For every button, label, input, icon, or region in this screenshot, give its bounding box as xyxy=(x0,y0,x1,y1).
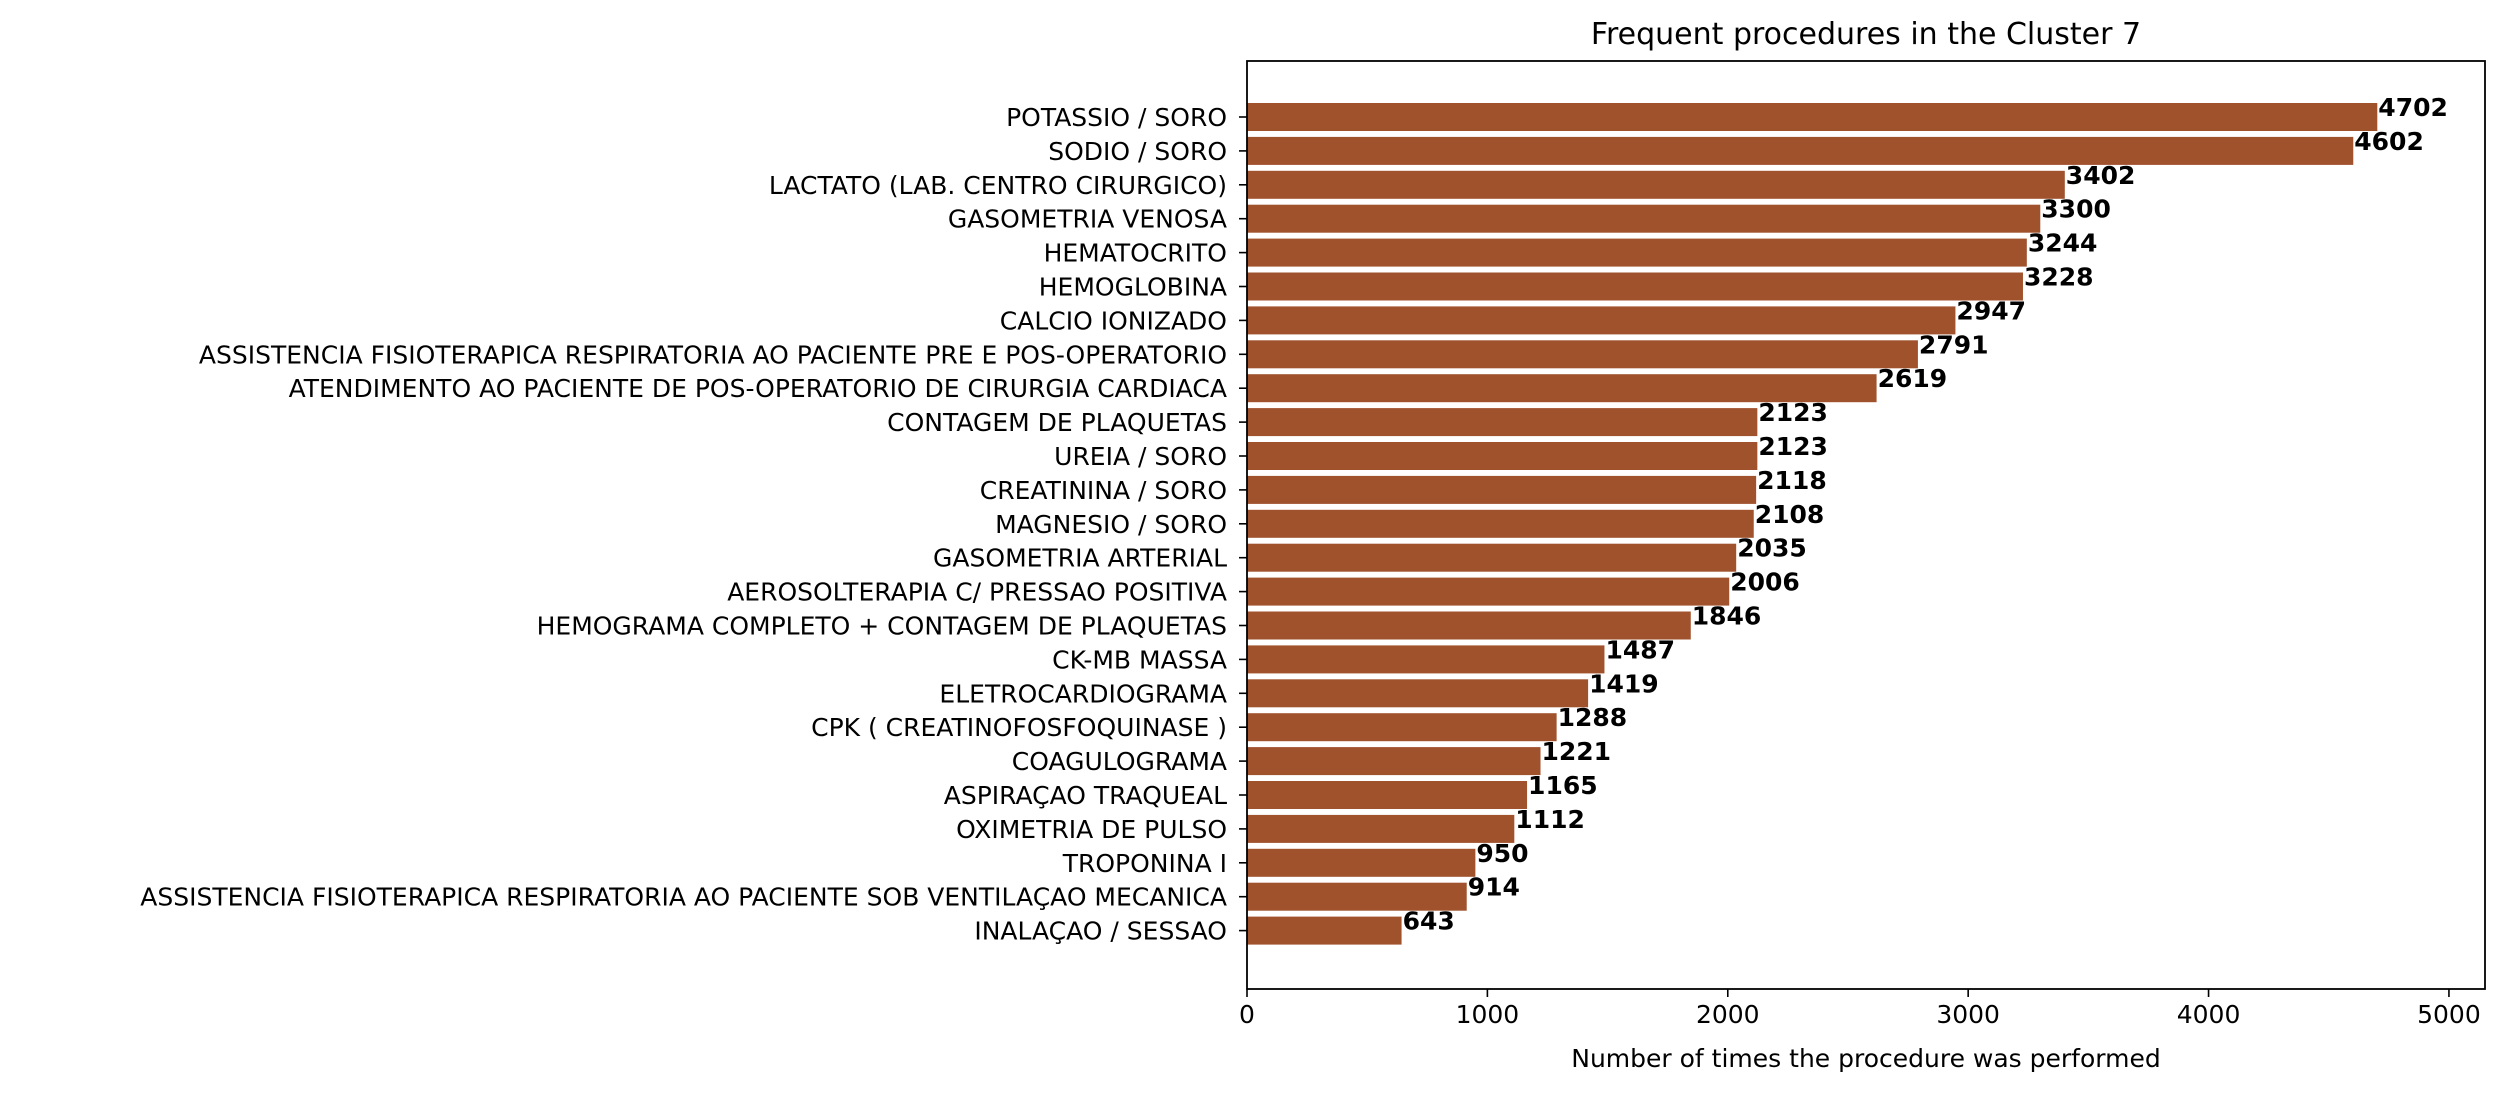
category-label: CPK ( CREATINOFOSFOQUINASE ) xyxy=(811,713,1227,742)
x-tick-label: 0 xyxy=(1239,1000,1255,1029)
bar xyxy=(1247,238,2027,267)
value-label: 2791 xyxy=(1919,330,1989,359)
value-label: 643 xyxy=(1403,907,1455,936)
bar xyxy=(1247,509,1754,538)
bar xyxy=(1247,306,1956,335)
bars-layer xyxy=(1247,103,2378,945)
value-label: 1846 xyxy=(1692,602,1762,631)
chart-title: Frequent procedures in the Cluster 7 xyxy=(1591,17,2141,52)
category-label: CREATININA / SORO xyxy=(980,476,1227,505)
category-label: HEMOGRAMA COMPLETO + CONTAGEM DE PLAQUET… xyxy=(537,612,1227,641)
bar xyxy=(1247,679,1589,708)
category-label: COAGULOGRAMA xyxy=(1012,747,1227,776)
plot-frame xyxy=(1246,60,2486,990)
category-label: ASPIRAÇAO TRAQUEAL xyxy=(944,781,1227,810)
bar xyxy=(1247,781,1528,809)
x-tick-label: 4000 xyxy=(2177,1000,2241,1029)
value-label: 3228 xyxy=(2024,263,2094,292)
value-label: 2006 xyxy=(1730,568,1800,597)
bar xyxy=(1247,103,2378,131)
bar xyxy=(1247,543,1737,572)
value-label: 3402 xyxy=(2066,161,2136,190)
category-label: LACTATO (LAB. CENTRO CIRURGICO) xyxy=(769,171,1227,200)
value-label: 2619 xyxy=(1878,364,1948,393)
value-label: 914 xyxy=(1468,873,1520,902)
bar xyxy=(1247,340,1918,369)
value-label: 1487 xyxy=(1605,635,1675,664)
category-label: ASSISTENCIA FISIOTERAPICA RESPIRATORIA A… xyxy=(140,883,1227,912)
value-label: 4702 xyxy=(2378,93,2448,122)
category-label: HEMATOCRITO xyxy=(1044,239,1227,268)
x-tick-label: 5000 xyxy=(2417,1000,2481,1029)
bar xyxy=(1247,916,1402,945)
category-label: HEMOGLOBINA xyxy=(1039,273,1227,302)
bar xyxy=(1247,577,1730,606)
value-label: 2118 xyxy=(1757,466,1827,495)
x-tick-label: 3000 xyxy=(1936,1000,2000,1029)
category-label: CALCIO IONIZADO xyxy=(1000,306,1227,335)
bar xyxy=(1247,408,1758,437)
category-label: MAGNESIO / SORO xyxy=(995,510,1227,539)
value-label: 2035 xyxy=(1737,534,1807,563)
category-label: ELETROCARDIOGRAMA xyxy=(939,679,1227,708)
category-label: SODIO / SORO xyxy=(1048,137,1227,166)
category-label: POTASSIO / SORO xyxy=(1006,103,1227,132)
category-label: GASOMETRIA ARTERIAL xyxy=(933,544,1227,573)
bar xyxy=(1247,374,1877,403)
category-label: UREIA / SORO xyxy=(1054,442,1227,471)
bar xyxy=(1247,272,2023,301)
category-label: INALAÇAO / SESSAO xyxy=(974,917,1227,946)
value-label: 1288 xyxy=(1558,703,1628,732)
bar xyxy=(1247,611,1691,640)
bar xyxy=(1247,814,1515,843)
value-label: 4602 xyxy=(2354,127,2424,156)
value-label: 3300 xyxy=(2041,195,2111,224)
value-label: 1112 xyxy=(1515,805,1585,834)
bar xyxy=(1247,442,1758,470)
value-label: 2123 xyxy=(1758,398,1828,427)
value-label: 2947 xyxy=(1956,296,2026,325)
value-label: 1419 xyxy=(1589,669,1659,698)
category-label: AEROSOLTERAPIA C/ PRESSAO POSITIVA xyxy=(727,578,1227,607)
bar xyxy=(1247,713,1557,742)
bar xyxy=(1247,475,1757,504)
bar xyxy=(1247,882,1467,911)
value-labels: 4702 4602 3402 3300 3244 3228 2947 2791 2619 2123… xyxy=(1403,93,2448,936)
category-labels: POTASSIO / SORO SODIO / SORO LACTATO (LAB.… xyxy=(140,103,1227,946)
category-label: ATENDIMENTO AO PACIENTE DE POS-OPERATORI… xyxy=(289,374,1227,403)
bar xyxy=(1247,170,2065,199)
category-label: GASOMETRIA VENOSA xyxy=(948,205,1227,234)
bar xyxy=(1247,747,1541,776)
bar xyxy=(1247,645,1605,674)
value-label: 2108 xyxy=(1755,500,1825,529)
bar xyxy=(1247,136,2354,165)
value-label: 1221 xyxy=(1542,737,1612,766)
x-tick-label: 2000 xyxy=(1696,1000,1760,1029)
category-label: OXIMETRIA DE PULSO xyxy=(956,815,1227,844)
category-label: CK-MB MASSA xyxy=(1052,645,1227,674)
value-label: 3244 xyxy=(2028,229,2098,258)
x-tick-label: 1000 xyxy=(1456,1000,1520,1029)
x-axis-ticks: 0 1000 2000 3000 4000 5000 xyxy=(1239,116,2481,1029)
category-label: TROPONINA I xyxy=(1062,849,1227,878)
bar xyxy=(1247,204,2041,233)
bar xyxy=(1247,848,1476,877)
value-label: 1165 xyxy=(1528,771,1598,800)
value-label: 950 xyxy=(1476,839,1528,868)
value-label: 2123 xyxy=(1758,432,1828,461)
x-axis-label: Number of times the procedure was perfor… xyxy=(1571,1044,2160,1073)
category-label: ASSISTENCIA FISIOTERAPICA RESPIRATORIA A… xyxy=(199,340,1227,369)
category-label: CONTAGEM DE PLAQUETAS xyxy=(887,408,1227,437)
